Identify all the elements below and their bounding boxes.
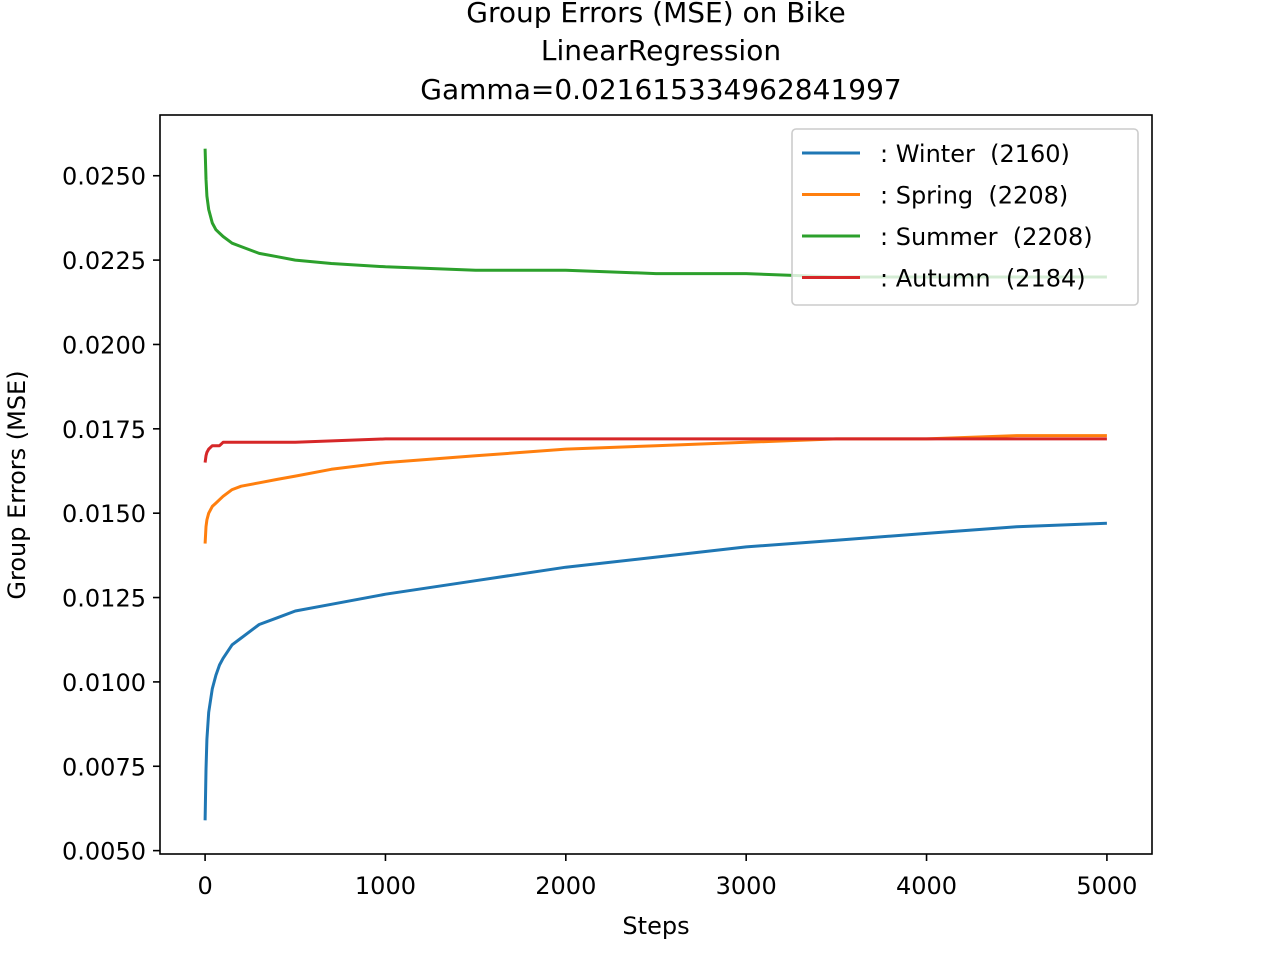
series-line-1	[203, 434, 1107, 544]
y-tick-label: 0.0075	[62, 753, 146, 781]
y-axis-label: Group Errors (MSE)	[3, 370, 31, 599]
legend-label-1: : Spring (2208)	[880, 182, 1068, 210]
x-tick-label: 2000	[535, 872, 596, 900]
x-axis-label: Steps	[622, 912, 689, 940]
legend: : Winter (2160) : Spring (2208) : Summer (…	[791, 128, 1139, 306]
x-tick-label: 5000	[1076, 872, 1137, 900]
y-tick-label: 0.0225	[62, 247, 146, 275]
x-tick-label: 4000	[896, 872, 957, 900]
chart-title-line-2: LinearRegression	[541, 34, 781, 67]
x-axis-ticks: 0 1000 2000 3000 4000 5000	[197, 854, 1137, 900]
y-tick-label: 0.0175	[62, 416, 146, 444]
y-tick-label: 0.0250	[62, 163, 146, 191]
y-tick-label: 0.0125	[62, 585, 146, 613]
y-tick-label: 0.0050	[62, 838, 146, 866]
legend-label-3: : Autumn (2184)	[880, 265, 1086, 293]
x-tick-label: 3000	[716, 872, 777, 900]
y-tick-label: 0.0100	[62, 669, 146, 697]
legend-label-0: : Winter (2160)	[880, 140, 1070, 168]
plot-series	[203, 148, 1107, 821]
x-tick-label: 1000	[355, 872, 416, 900]
chart-title-line-3: Gamma=0.021615334962841997	[420, 73, 901, 106]
y-tick-label: 0.0200	[62, 331, 146, 359]
plot-frame	[159, 114, 1153, 855]
y-tick-label: 0.0150	[62, 500, 146, 528]
series-line-0	[203, 521, 1107, 821]
y-axis-ticks: 0.0050 0.0075 0.0100 0.0125 0.0150 0.0175 0.02…	[62, 163, 160, 866]
legend-box	[791, 128, 1139, 306]
series-line-2	[203, 148, 1107, 279]
chart-title: Group Errors (MSE) on Bike LinearRegress…	[420, 0, 901, 106]
chart-title-line-1: Group Errors (MSE) on Bike	[466, 0, 845, 29]
x-tick-label: 0	[197, 872, 212, 900]
series-line-3	[203, 437, 1107, 463]
legend-items: : Winter (2160) : Spring (2208) : Summer (…	[802, 140, 1093, 293]
legend-label-2: : Summer (2208)	[880, 223, 1093, 251]
